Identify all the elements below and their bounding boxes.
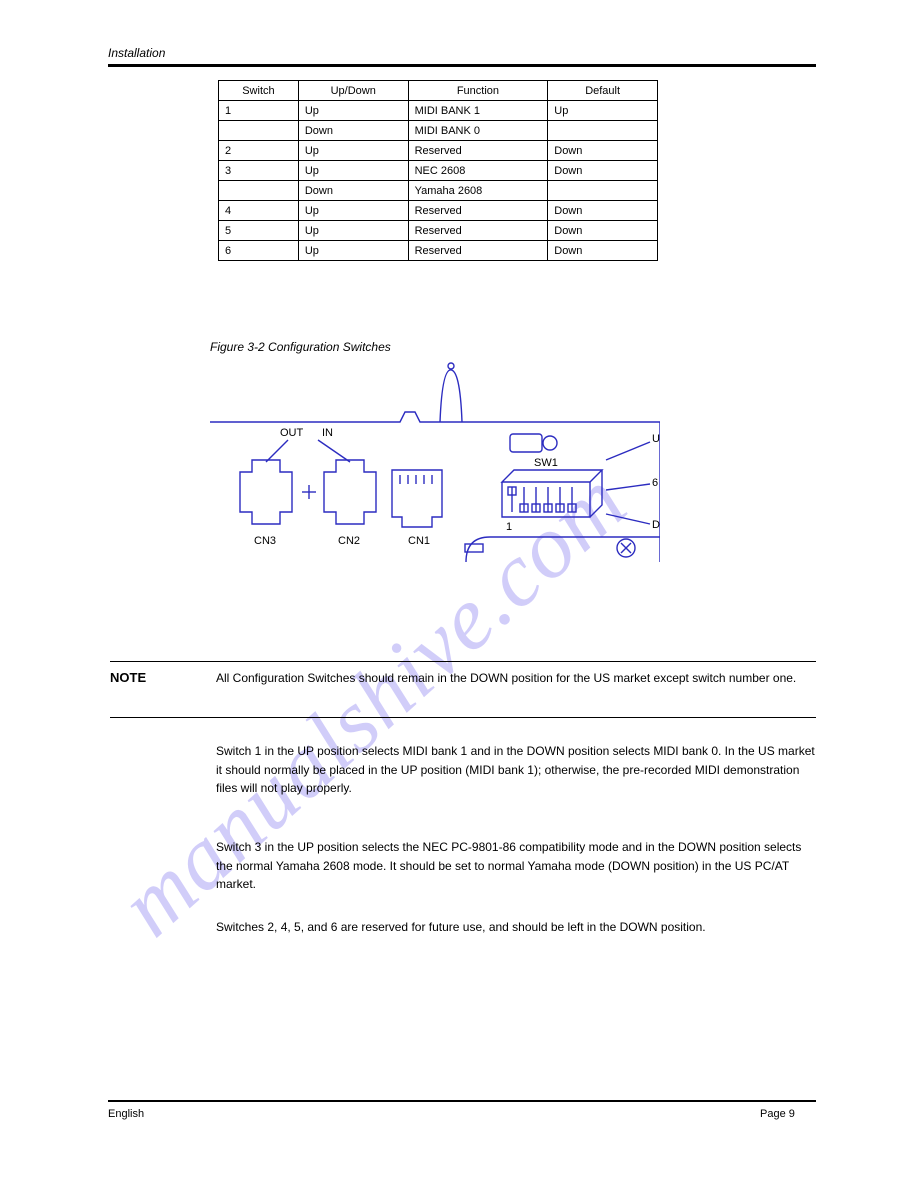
cell: MIDI BANK 1 bbox=[408, 101, 548, 121]
cell: 4 bbox=[219, 201, 299, 221]
cell bbox=[219, 181, 299, 201]
col-function: Function bbox=[408, 81, 548, 101]
note-text: All Configuration Switches should remain… bbox=[216, 670, 816, 687]
cell: Up bbox=[548, 101, 658, 121]
table-row: Down Yamaha 2608 bbox=[219, 181, 658, 201]
cell: Reserved bbox=[408, 221, 548, 241]
label-in: IN bbox=[322, 427, 333, 439]
cell: 6 bbox=[219, 241, 299, 261]
cell: Up bbox=[298, 201, 408, 221]
cell: NEC 2608 bbox=[408, 161, 548, 181]
cell: Reserved bbox=[408, 141, 548, 161]
label-six: 6 bbox=[652, 477, 658, 489]
cell: Down bbox=[548, 141, 658, 161]
cell: 5 bbox=[219, 221, 299, 241]
label-one: 1 bbox=[506, 521, 512, 533]
label-up: UP bbox=[652, 433, 660, 445]
figure-3-2: Figure 3-2 Configuration Switches bbox=[210, 340, 660, 607]
config-switch-table: Switch Up/Down Function Default 1 Up MID… bbox=[218, 80, 658, 261]
note-rule-top bbox=[110, 661, 816, 662]
label-down: DOWN bbox=[652, 519, 660, 531]
cell: Down bbox=[298, 121, 408, 141]
cell: Down bbox=[548, 221, 658, 241]
header-section-label: Installation bbox=[108, 46, 165, 60]
table-row: 2 Up Reserved Down bbox=[219, 141, 658, 161]
col-updown: Up/Down bbox=[298, 81, 408, 101]
config-switches-diagram: OUT IN CN3 CN2 CN1 SW1 1 6 UP DOWN bbox=[210, 362, 660, 602]
cell: Down bbox=[548, 241, 658, 261]
table-row: 4 Up Reserved Down bbox=[219, 201, 658, 221]
cell bbox=[219, 121, 299, 141]
page-root: manualshive.com Installation Switch Up/D… bbox=[0, 0, 918, 1188]
table-row: 3 Up NEC 2608 Down bbox=[219, 161, 658, 181]
cell bbox=[548, 181, 658, 201]
paragraph-3: Switches 2, 4, 5, and 6 are reserved for… bbox=[216, 918, 816, 937]
cell: Up bbox=[298, 221, 408, 241]
table-row: 6 Up Reserved Down bbox=[219, 241, 658, 261]
label-cn2: CN2 bbox=[338, 535, 360, 547]
cell: 1 bbox=[219, 101, 299, 121]
cell: Up bbox=[298, 241, 408, 261]
cell: Reserved bbox=[408, 201, 548, 221]
cell: Down bbox=[298, 181, 408, 201]
table-row: Down MIDI BANK 0 bbox=[219, 121, 658, 141]
cell bbox=[548, 121, 658, 141]
cell: 3 bbox=[219, 161, 299, 181]
cell: Down bbox=[548, 161, 658, 181]
col-switch: Switch bbox=[219, 81, 299, 101]
header-rule bbox=[108, 64, 816, 67]
cell: Up bbox=[298, 101, 408, 121]
label-out: OUT bbox=[280, 427, 304, 439]
cell: Yamaha 2608 bbox=[408, 181, 548, 201]
paragraph-2: Switch 3 in the UP position selects the … bbox=[216, 838, 816, 894]
table-row: 5 Up Reserved Down bbox=[219, 221, 658, 241]
note-rule-bottom bbox=[110, 717, 816, 718]
cell: Up bbox=[298, 161, 408, 181]
footer-right: Page 9 bbox=[760, 1108, 795, 1120]
note-label: NOTE bbox=[110, 670, 146, 685]
figure-caption: Figure 3-2 Configuration Switches bbox=[210, 340, 660, 354]
paragraph-1: Switch 1 in the UP position selects MIDI… bbox=[216, 742, 816, 798]
cell: MIDI BANK 0 bbox=[408, 121, 548, 141]
cell: 2 bbox=[219, 141, 299, 161]
cell: Down bbox=[548, 201, 658, 221]
table-header-row: Switch Up/Down Function Default bbox=[219, 81, 658, 101]
table-row: 1 Up MIDI BANK 1 Up bbox=[219, 101, 658, 121]
label-cn3: CN3 bbox=[254, 535, 276, 547]
label-sw1: SW1 bbox=[534, 457, 558, 469]
label-cn1: CN1 bbox=[408, 535, 430, 547]
cell: Up bbox=[298, 141, 408, 161]
cell: Reserved bbox=[408, 241, 548, 261]
footer-rule bbox=[108, 1100, 816, 1102]
col-default: Default bbox=[548, 81, 658, 101]
footer-left: English bbox=[108, 1108, 144, 1120]
